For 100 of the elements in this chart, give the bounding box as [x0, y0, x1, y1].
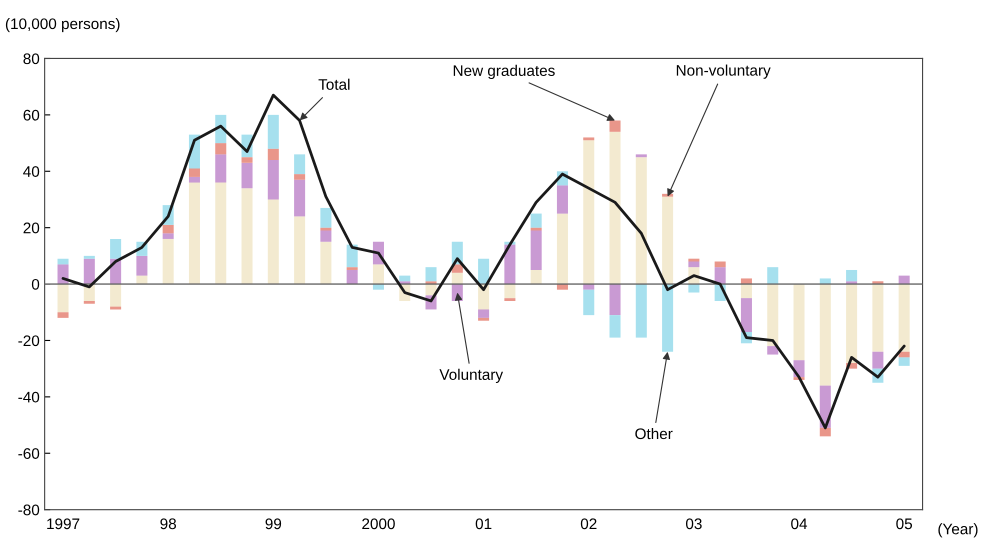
bar — [767, 346, 778, 355]
text: Other — [635, 428, 673, 440]
x-tick-label: 02 — [580, 518, 596, 530]
bar — [846, 270, 858, 282]
bar — [215, 143, 226, 154]
y-tick-label: -20 — [18, 335, 40, 346]
y-tick-label: -40 — [18, 392, 40, 403]
bar — [530, 230, 542, 270]
bar — [530, 228, 542, 230]
bar — [610, 120, 621, 132]
bar — [583, 140, 594, 284]
bar — [294, 154, 306, 174]
bar — [188, 176, 200, 183]
bar — [452, 272, 463, 284]
y-axis-title: (10,000 persons) — [6, 18, 120, 32]
bar — [188, 182, 200, 284]
bar — [872, 284, 884, 352]
text: New graduates — [454, 64, 555, 80]
bar — [110, 306, 122, 310]
bar — [636, 284, 647, 338]
x-tick-label: 2000 — [362, 518, 395, 530]
bar — [162, 224, 174, 234]
bar — [794, 284, 805, 360]
x-tick-label: 01 — [476, 518, 492, 530]
bar — [294, 216, 306, 284]
y-tick-label: 40 — [23, 166, 40, 177]
bar — [714, 267, 726, 284]
bar — [110, 238, 122, 259]
bar — [58, 258, 69, 264]
bar — [846, 284, 858, 364]
bar — [740, 298, 752, 332]
y-tick-label: 0 — [32, 278, 40, 290]
x-tick-label: 04 — [791, 518, 808, 530]
bar — [898, 276, 910, 284]
bar — [504, 284, 516, 298]
bar — [688, 258, 700, 262]
bar — [268, 148, 279, 160]
bar — [242, 162, 253, 188]
y-tick-label: -80 — [18, 504, 40, 516]
bar — [188, 168, 200, 177]
x-tick-label: 1997 — [47, 518, 80, 530]
bar — [320, 242, 332, 284]
bar — [58, 312, 69, 318]
bar — [610, 284, 621, 316]
bar — [530, 270, 542, 284]
bar — [294, 180, 306, 216]
bar — [504, 298, 516, 301]
bar — [242, 157, 253, 163]
bar — [268, 199, 279, 284]
x-tick-label: 05 — [896, 518, 912, 530]
bar — [268, 114, 279, 149]
bar — [58, 284, 69, 312]
text: Total — [318, 78, 350, 90]
y-tick-label: 60 — [24, 110, 40, 121]
bar — [294, 174, 306, 180]
bar — [426, 267, 437, 282]
bar — [583, 137, 594, 140]
bar — [346, 267, 358, 270]
bar — [688, 262, 700, 268]
bar — [372, 264, 384, 284]
bar — [898, 357, 910, 366]
bar — [215, 154, 226, 183]
bar — [583, 290, 594, 316]
bar — [84, 300, 95, 304]
x-tick-label: 03 — [686, 518, 702, 530]
bar — [610, 315, 621, 338]
bar — [556, 214, 568, 284]
bar — [215, 182, 226, 284]
bar — [530, 214, 542, 228]
text: Voluntary — [439, 368, 504, 383]
line-series — [62, 94, 906, 430]
bar — [136, 276, 148, 284]
bar — [136, 256, 148, 276]
bar — [767, 267, 778, 284]
bar — [320, 228, 332, 230]
bar — [504, 244, 516, 284]
bar — [320, 208, 332, 228]
bar — [898, 284, 910, 352]
bar — [872, 352, 884, 369]
bar — [162, 238, 174, 284]
bar — [740, 284, 752, 298]
bar — [767, 284, 778, 346]
bar — [898, 352, 910, 358]
bar — [268, 160, 279, 200]
bar — [636, 157, 647, 284]
bar — [556, 185, 568, 214]
bar — [320, 230, 332, 242]
bar — [84, 258, 95, 284]
y-tick-label: 20 — [24, 222, 40, 234]
text: Non-voluntary — [676, 64, 771, 79]
bar — [242, 188, 253, 284]
bar — [110, 284, 122, 307]
y-tick-label: -60 — [18, 448, 40, 459]
x-axis-title: (Year) — [938, 523, 978, 538]
bar — [478, 258, 490, 284]
bar — [399, 276, 410, 282]
bar — [346, 270, 358, 284]
x-tick-label: 99 — [266, 518, 282, 530]
y-tick-label: 80 — [23, 53, 40, 64]
bar — [610, 132, 621, 284]
